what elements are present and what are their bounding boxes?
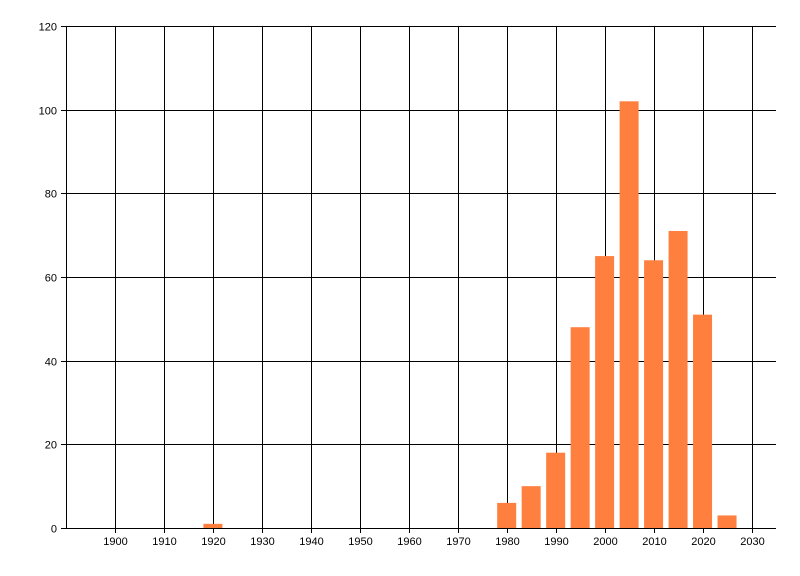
bar xyxy=(570,327,590,528)
bar xyxy=(717,515,737,528)
bar xyxy=(203,523,223,528)
bar xyxy=(497,502,517,528)
x-tick-label: 1970 xyxy=(446,536,470,548)
x-tick-label: 1940 xyxy=(299,536,323,548)
y-axis-tick-labels: 0 20 40 60 80 100 120 xyxy=(39,22,57,536)
bar xyxy=(546,452,566,528)
x-tick-label: 2010 xyxy=(642,536,666,548)
y-tick-label: 0 xyxy=(51,524,57,536)
bar xyxy=(644,260,664,528)
x-tick-label: 1980 xyxy=(495,536,519,548)
y-tick-label: 120 xyxy=(39,22,57,34)
x-tick-label: 1920 xyxy=(201,536,225,548)
y-tick-label: 80 xyxy=(45,189,57,201)
y-tick-label: 40 xyxy=(45,357,57,369)
bar xyxy=(693,314,713,528)
x-axis-tick-labels: 1900 1910 1920 1930 1940 1950 1960 1970 1980 1990… xyxy=(103,536,764,548)
bar xyxy=(668,230,688,529)
x-tick-label: 1960 xyxy=(397,536,421,548)
x-tick-label: 1990 xyxy=(544,536,568,548)
y-tick-label: 20 xyxy=(45,440,57,452)
bar xyxy=(619,101,639,529)
x-tick-label: 1900 xyxy=(103,536,127,548)
x-tick-label: 1950 xyxy=(348,536,372,548)
y-tick-label: 100 xyxy=(39,106,57,118)
bars xyxy=(203,101,737,529)
bar xyxy=(595,256,615,528)
y-tick-label: 60 xyxy=(45,273,57,285)
x-tick-label: 1930 xyxy=(250,536,274,548)
x-tick-label: 2000 xyxy=(593,536,617,548)
x-tick-label: 2020 xyxy=(691,536,715,548)
x-tick-label: 2030 xyxy=(740,536,764,548)
x-tick-label: 1910 xyxy=(152,536,176,548)
bar xyxy=(521,486,541,528)
axes xyxy=(61,26,776,533)
